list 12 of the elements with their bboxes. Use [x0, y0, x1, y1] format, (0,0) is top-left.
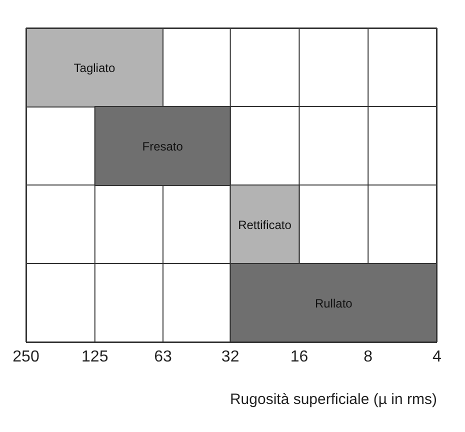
x-tick-label: 63 — [154, 348, 172, 366]
y-tick-label: Rettificato — [238, 218, 292, 232]
x-tick-label: 16 — [290, 348, 308, 366]
x-tick-label: 8 — [364, 348, 373, 366]
y-tick-label: Tagliato — [74, 60, 116, 75]
x-axis-title: Rugosità superficiale (µ in rms) — [230, 391, 437, 408]
y-tick-label: Fresato — [142, 139, 184, 154]
x-tick-label: 32 — [221, 348, 240, 366]
x-tick-label: 125 — [82, 348, 108, 366]
x-tick-label: 4 — [432, 348, 442, 366]
x-tick-label: 250 — [12, 348, 40, 366]
y-tick-label: Rullato — [314, 296, 353, 310]
